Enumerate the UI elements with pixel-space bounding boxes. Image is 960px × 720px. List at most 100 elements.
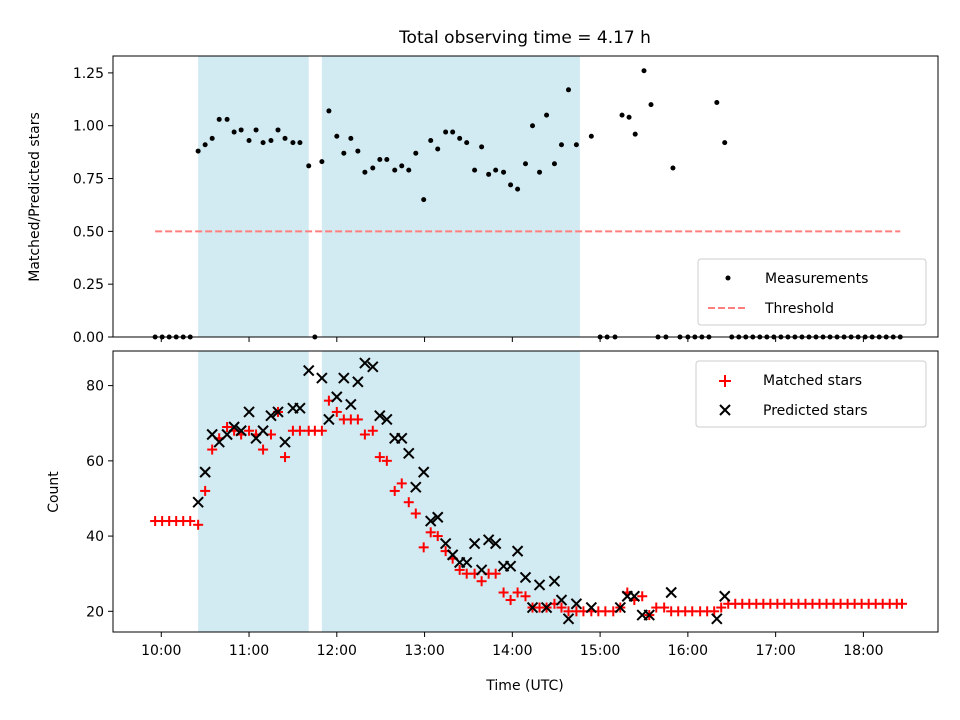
measurement-point [326, 108, 332, 114]
x-tick-label: 11:00 [229, 643, 269, 659]
measurement-point [348, 135, 354, 141]
measurement-point [641, 68, 647, 74]
measurement-point [632, 131, 638, 137]
x-tick-label: 16:00 [668, 643, 708, 659]
legend-label-predicted: Predicted stars [763, 403, 868, 419]
y-tick-label: 0.25 [73, 277, 104, 293]
matched-point [331, 406, 342, 417]
predicted-point [548, 575, 561, 587]
matched-point [359, 429, 370, 440]
legend-label-measurements: Measurements [765, 271, 868, 287]
top-panel: 0.00 0.25 0.50 0.75 1.00 1.25 Total observing… [27, 28, 939, 346]
matched-point [709, 606, 720, 617]
predicted-point [235, 425, 247, 437]
predicted-point [294, 402, 306, 414]
measurement-point [268, 138, 274, 144]
measurement-point [370, 165, 376, 171]
predicted-point [562, 613, 575, 625]
legend-marker-measurements [725, 275, 731, 281]
predicted-point [504, 560, 517, 572]
x-tick-label: 15:00 [580, 643, 620, 659]
measurement-point [341, 150, 347, 156]
measurement-point [406, 167, 412, 173]
measurement-point [260, 140, 266, 146]
x-axis-ticks [160, 337, 864, 342]
measurement-point [334, 133, 340, 139]
measurement-point [290, 140, 296, 146]
predicted-point [403, 447, 415, 460]
measurement-point [573, 142, 579, 148]
y-axis-ticks: 20 40 60 80 [86, 379, 113, 620]
measurement-point [238, 127, 244, 133]
measurement-point [443, 129, 449, 135]
measurement-point [428, 138, 434, 144]
matched-point [425, 527, 436, 538]
predicted-point [489, 537, 502, 550]
matched-point [505, 595, 516, 606]
matched-point [389, 485, 400, 496]
matched-point [498, 587, 509, 598]
predicted-point [643, 609, 655, 621]
y-axis-label: Count [46, 471, 62, 513]
predicted-point [526, 601, 539, 614]
measurement-point [384, 157, 390, 163]
legend-box [695, 360, 927, 428]
y-tick-label: 60 [86, 454, 104, 470]
measurement-point [224, 116, 230, 122]
predicted-point [460, 556, 473, 569]
matched-point [185, 516, 196, 527]
measurement-point [670, 165, 676, 171]
predicted-point [381, 413, 393, 426]
legend: Measurements Threshold [697, 258, 927, 326]
matched-point [294, 425, 305, 436]
measurement-point [648, 102, 654, 108]
measurement-point [515, 186, 521, 192]
matched-point [476, 576, 487, 587]
predicted-point [396, 432, 408, 444]
legend-marker-matched [719, 375, 731, 387]
legend-marker-predicted [719, 404, 731, 416]
measurement-point [479, 144, 485, 150]
shaded-interval-1 [198, 351, 309, 632]
measurement-point [231, 129, 237, 135]
measurement-point [558, 142, 564, 148]
measurement-point [209, 135, 215, 141]
predicted-point [316, 372, 328, 384]
matched-point [659, 602, 670, 613]
predicted-point [540, 601, 553, 614]
y-tick-label: 1.25 [73, 66, 104, 82]
plot-frame [112, 350, 939, 633]
measurement-point [486, 171, 492, 177]
matched-point [716, 602, 727, 613]
measurement-point [537, 169, 543, 175]
predicted-point [338, 372, 350, 384]
matched-point [374, 452, 385, 463]
predicted-point [359, 357, 371, 369]
y-tick-label: 80 [86, 379, 104, 395]
y-axis-label: Matched/Predicted stars [27, 112, 43, 282]
predicted-point [719, 590, 731, 602]
predicted-point [439, 537, 452, 550]
x-axis-ticks: 10:00 11:00 12:00 13:00 14:00 15:00 16:00 17:00… [141, 632, 884, 659]
predicted-point [628, 590, 641, 602]
x-tick-label: 17:00 [755, 643, 795, 659]
matched-point [381, 455, 392, 466]
measurement-point [355, 148, 361, 154]
measurement-point [566, 87, 572, 93]
y-tick-label: 20 [86, 604, 104, 620]
measurement-point [275, 127, 281, 133]
measurement-point [493, 167, 499, 173]
legend-box [697, 258, 927, 326]
matched-point [418, 542, 429, 553]
predicted-point [482, 534, 495, 546]
legend-label-threshold: Threshold [764, 301, 834, 317]
y-tick-label: 0.00 [73, 330, 104, 346]
matched-point [367, 425, 378, 436]
measurement-point [319, 159, 325, 165]
matched-point [244, 425, 255, 436]
x-tick-label: 12:00 [317, 643, 357, 659]
x-tick-label: 10:00 [141, 643, 181, 659]
measurement-point [450, 129, 456, 135]
